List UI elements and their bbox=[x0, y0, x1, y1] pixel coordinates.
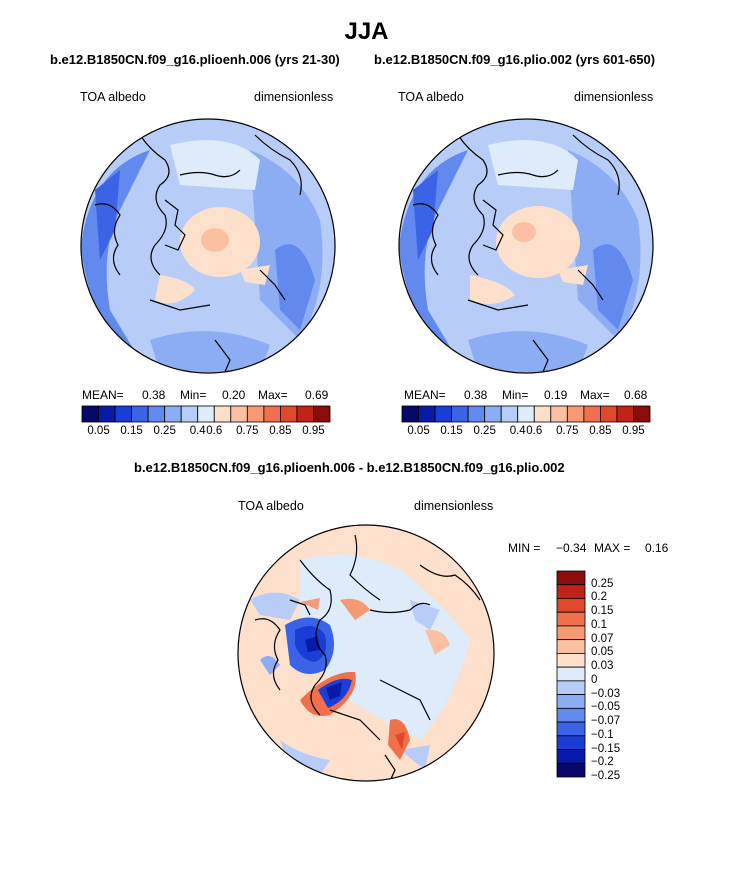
panel3-colorbar-swatch bbox=[556, 611, 586, 627]
panel3-colorbar-tick-label: −0.1 bbox=[591, 728, 614, 741]
panel2-max-label: Max= bbox=[580, 388, 610, 402]
panel3-colorbar-swatch bbox=[556, 598, 586, 613]
panel2-colorbar-tick-label: 0.95 bbox=[622, 425, 645, 437]
panel3-min-value: −0.34 bbox=[556, 541, 587, 555]
panel1-colorbar-tick-label: 0.95 bbox=[302, 425, 325, 437]
panel2-mean-value: 0.38 bbox=[464, 388, 488, 402]
panel1-colorbar-tick-label: 0.05 bbox=[87, 425, 110, 437]
panel3-colorbar-tick-label: 0.25 bbox=[591, 577, 614, 590]
panel3-colorbar-tick-label: 0.15 bbox=[591, 605, 614, 618]
panel3-colorbar-swatch bbox=[556, 735, 586, 750]
panel2-min-label: Min= bbox=[502, 388, 529, 402]
panel1-colorbar-swatch bbox=[313, 405, 331, 423]
panel2-mean-label: MEAN= bbox=[404, 388, 446, 402]
panel1-min-value: 0.20 bbox=[222, 388, 246, 402]
panel3-max-value: 0.16 bbox=[645, 541, 669, 555]
panel2-colorbar-tick-label: 0.75 bbox=[556, 425, 579, 437]
panel2-units-label: dimensionless bbox=[574, 90, 654, 104]
panel3-colorbar-tick-label: 0.05 bbox=[591, 646, 614, 659]
panel3-colorbar-tick-label: 0.2 bbox=[591, 591, 607, 604]
panel3-max-label: MAX = bbox=[594, 541, 631, 555]
panel1-variable-label: TOA albedo bbox=[80, 90, 146, 104]
panel1-colorbar-tick-label: 0.4 bbox=[189, 425, 206, 437]
panel2-variable-label: TOA albedo bbox=[398, 90, 464, 104]
panel3-colorbar-tick-label: −0.03 bbox=[591, 687, 621, 700]
panel1-colorbar-tick-label: 0.75 bbox=[236, 425, 259, 437]
panel3-colorbar-tick-label: −0.15 bbox=[591, 742, 621, 755]
panel2-colorbar-tick-label: 0.6 bbox=[526, 425, 543, 437]
panel2-min-value: 0.19 bbox=[544, 388, 568, 402]
panel2-colorbar-swatch bbox=[633, 405, 651, 423]
panel1-max-value: 0.69 bbox=[305, 388, 329, 402]
panel2-colorbar-tick-label: 0.05 bbox=[407, 425, 430, 437]
panel1-mean-label: MEAN= bbox=[82, 388, 124, 402]
panel3-colorbar-swatch bbox=[556, 749, 586, 764]
panel3-colorbar-swatch bbox=[556, 639, 586, 654]
panel3-colorbar-swatch bbox=[556, 762, 586, 778]
panel3-variable-label: TOA albedo bbox=[238, 499, 304, 513]
panel3-colorbar-swatch bbox=[556, 707, 586, 723]
panel2-subtitle: b.e12.B1850CN.f09_g16.plio.002 (yrs 601-… bbox=[374, 52, 656, 67]
panel3-colorbar-swatch bbox=[556, 584, 586, 599]
panel1-colorbar-tick-label: 0.25 bbox=[153, 425, 176, 437]
panel3-subtitle: b.e12.B1850CN.f09_g16.plioenh.006 - b.e1… bbox=[134, 460, 565, 475]
panel3-colorbar-swatch bbox=[556, 666, 586, 682]
panel1-colorbar-tick-label: 0.15 bbox=[120, 425, 143, 437]
panel1-subtitle: b.e12.B1850CN.f09_g16.plioenh.006 (yrs 2… bbox=[50, 52, 340, 67]
panel3-colorbar-tick-label: −0.07 bbox=[591, 715, 621, 728]
panel1-mean-value: 0.38 bbox=[142, 388, 166, 402]
panel1-max-label: Max= bbox=[258, 388, 288, 402]
panel3-colorbar-tick-label: 0.1 bbox=[591, 618, 607, 631]
panel1-colorbar-tick-label: 0.85 bbox=[269, 425, 292, 437]
panel2-colorbar-tick-label: 0.25 bbox=[473, 425, 496, 437]
panel3-colorbar-tick-label: 0 bbox=[591, 673, 598, 686]
panel1-min-label: Min= bbox=[180, 388, 207, 402]
panel3-colorbar-swatch bbox=[556, 625, 586, 641]
panel1-units-label: dimensionless bbox=[254, 90, 334, 104]
panel3-colorbar-tick-label: 0.07 bbox=[591, 632, 614, 645]
panel2-colorbar-tick-label: 0.4 bbox=[509, 425, 526, 437]
panel3-colorbar-tick-label: −0.05 bbox=[591, 701, 621, 714]
panel2-colorbar-tick-label: 0.85 bbox=[589, 425, 612, 437]
panel3-colorbar-tick-label: −0.25 bbox=[591, 770, 621, 782]
panel3-units-label: dimensionless bbox=[414, 499, 494, 513]
panel3-colorbar-swatch bbox=[556, 721, 586, 737]
panel3-colorbar-swatch bbox=[556, 653, 586, 668]
panel3-colorbar-tick-label: 0.03 bbox=[591, 660, 614, 673]
panel1-colorbar-tick-label: 0.6 bbox=[206, 425, 223, 437]
panel3-colorbar-swatch bbox=[556, 680, 586, 695]
main-title: JJA bbox=[344, 18, 389, 45]
panel3-colorbar-swatch bbox=[556, 570, 586, 586]
panel3-colorbar-tick-label: −0.2 bbox=[591, 756, 614, 769]
panel2-max-value: 0.68 bbox=[624, 388, 648, 402]
panel2-colorbar-tick-label: 0.15 bbox=[440, 425, 463, 437]
panel3-colorbar-swatch bbox=[556, 694, 586, 709]
panel3-min-label: MIN = bbox=[508, 541, 541, 555]
